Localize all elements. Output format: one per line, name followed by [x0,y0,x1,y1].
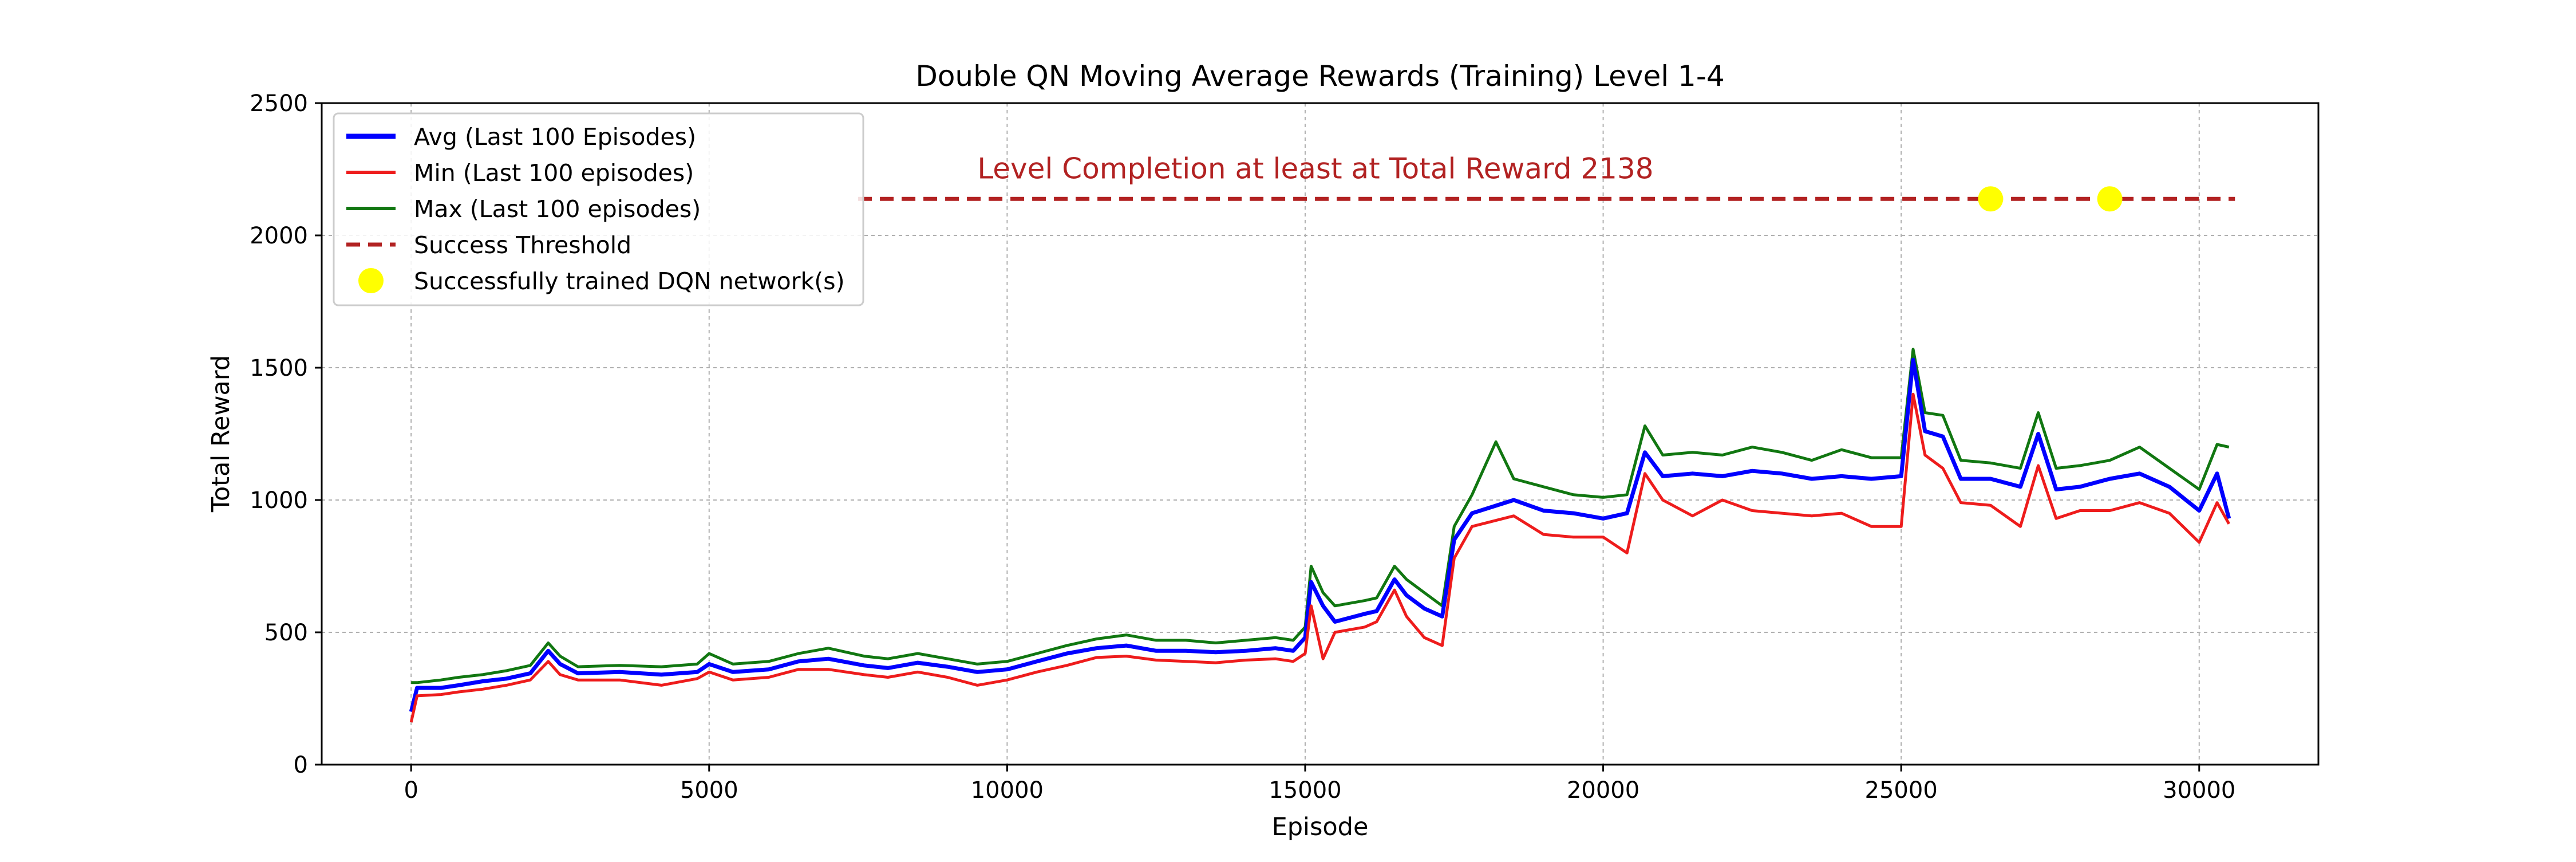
x-tick-label-0: 0 [404,777,418,804]
y-tick-label-0: 0 [294,752,308,778]
success-markers [1978,186,2123,212]
legend-label-4: Successfully trained DQN network(s) [414,267,845,295]
legend-label-1: Min (Last 100 episodes) [414,159,694,187]
legend-swatch-4 [358,268,384,293]
y-axis-label: Total Reward [207,355,235,513]
success-marker-1 [2097,186,2123,212]
y-tick-label-1: 500 [264,620,308,646]
y-tick-label-3: 1500 [250,355,308,381]
x-tick-label-4: 20000 [1567,777,1639,804]
y-tick-label-2: 1000 [250,487,308,514]
success-marker-0 [1978,186,2004,212]
x-tick-label-2: 10000 [971,777,1044,804]
x-tick-label-1: 5000 [680,777,738,804]
series-group [409,348,2231,723]
threshold-annotation: Level Completion at least at Total Rewar… [977,152,1653,186]
legend-box [333,112,864,306]
x-axis-label: Episode [1272,813,1369,841]
legend-label-2: Max (Last 100 episodes) [414,195,701,223]
legend-label-0: Avg (Last 100 Episodes) [414,123,696,151]
y-tick-label-5: 2500 [250,90,308,117]
x-tick-label-5: 25000 [1865,777,1938,804]
legend-label-3: Success Threshold [414,231,631,259]
series-line-2 [411,348,2230,684]
legend: Avg (Last 100 Episodes) Min (Last 100 epi… [333,112,864,306]
series-line-1 [409,392,2230,723]
x-tick-label-3: 15000 [1269,777,1341,804]
y-tick-label-4: 2000 [250,223,308,249]
series-line-0 [409,357,2231,713]
x-tick-label-6: 30000 [2163,777,2235,804]
axis-ticks: 0 5000 10000 15000 20000 25000 30000 0 500 1000 15… [250,90,2235,804]
plot-frame [321,102,2320,766]
chart-title: Double QN Moving Average Rewards (Traini… [915,60,1724,93]
